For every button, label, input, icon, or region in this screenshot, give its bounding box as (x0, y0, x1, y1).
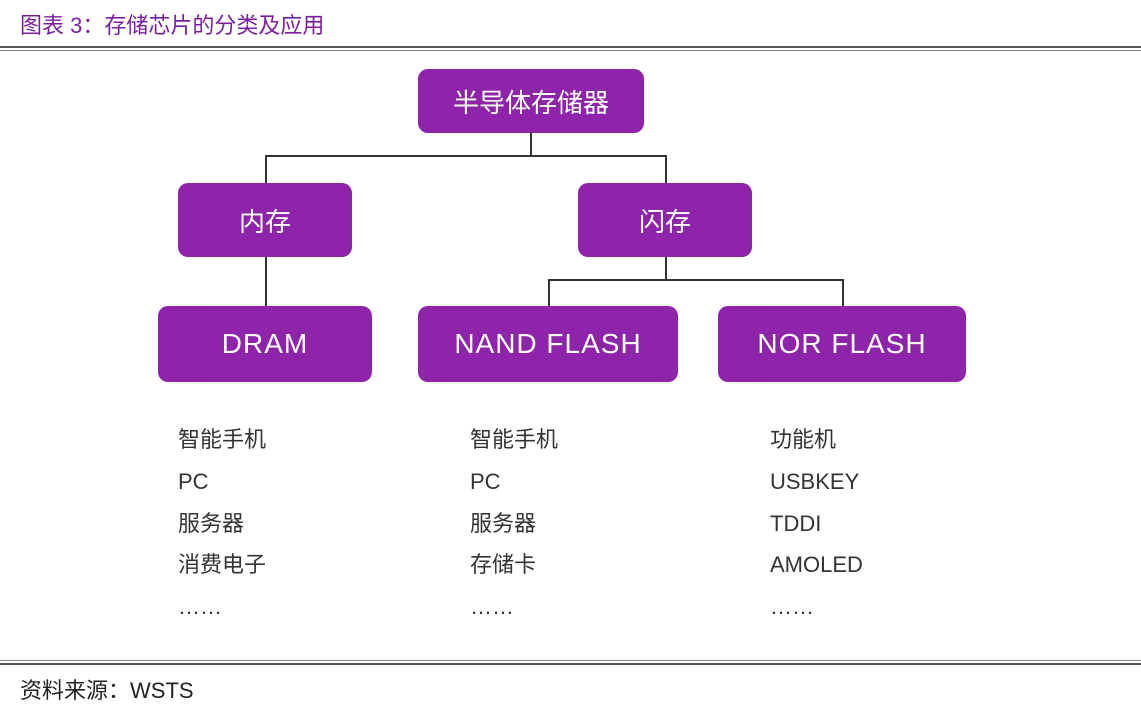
chart-title: 图表 3：存储芯片的分类及应用 (0, 0, 1141, 48)
app-item: 服务器 (470, 503, 558, 545)
node-memory: 内存 (178, 183, 352, 257)
apps-nor: 功能机 USBKEY TDDI AMOLED …… (770, 419, 863, 628)
app-item: …… (178, 586, 266, 628)
apps-nand: 智能手机 PC 服务器 存储卡 …… (470, 419, 558, 628)
app-item: AMOLED (770, 544, 863, 586)
conn-mem-dram (265, 257, 267, 306)
app-item: PC (470, 461, 558, 503)
app-item: 服务器 (178, 503, 266, 545)
node-nor: NOR FLASH (718, 306, 966, 382)
tree-diagram: 半导体存储器 内存 闪存 DRAM NAND FLASH NOR FLASH 智… (0, 51, 1141, 631)
app-item: 存储卡 (470, 544, 558, 586)
source-text: 资料来源：WSTS (0, 663, 1141, 705)
app-item: USBKEY (770, 461, 863, 503)
conn-to-flash (665, 155, 667, 183)
app-item: PC (178, 461, 266, 503)
node-nand: NAND FLASH (418, 306, 678, 382)
app-item: TDDI (770, 503, 863, 545)
conn-to-mem (265, 155, 267, 183)
conn-level2-h (265, 155, 665, 157)
app-item: …… (770, 586, 863, 628)
app-item: 智能手机 (470, 419, 558, 461)
app-item: …… (470, 586, 558, 628)
apps-dram: 智能手机 PC 服务器 消费电子 …… (178, 419, 266, 628)
source-bar: 资料来源：WSTS (0, 660, 1141, 705)
app-item: 消费电子 (178, 544, 266, 586)
conn-to-nor (842, 279, 844, 306)
app-item: 智能手机 (178, 419, 266, 461)
node-flash: 闪存 (578, 183, 752, 257)
conn-level3-h (548, 279, 842, 281)
conn-to-nand (548, 279, 550, 306)
app-item: 功能机 (770, 419, 863, 461)
conn-flash-down (665, 257, 667, 279)
node-dram: DRAM (158, 306, 372, 382)
conn-root-down (530, 133, 532, 155)
node-root: 半导体存储器 (418, 69, 644, 133)
